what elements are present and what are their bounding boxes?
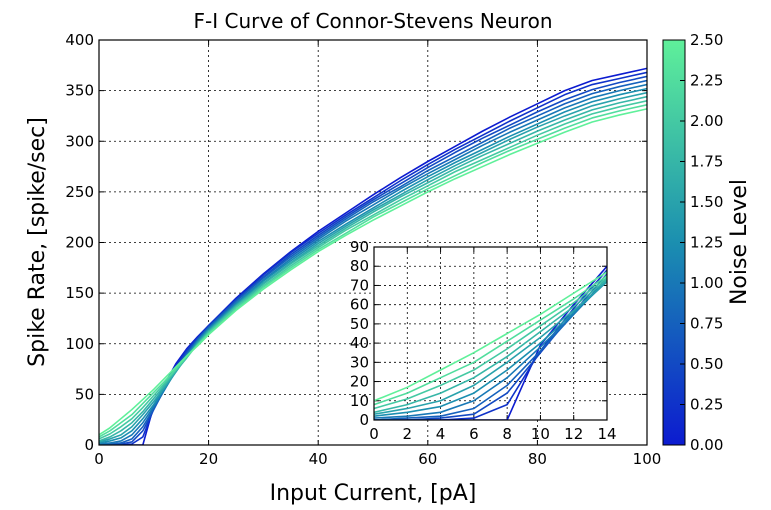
inset-y-tick-label: 50 [350, 315, 369, 333]
main-series-line [99, 108, 647, 436]
inset-x-tick-label: 8 [502, 425, 512, 443]
main-series-line [99, 67, 647, 445]
inset-x-tick-label: 0 [369, 425, 379, 443]
inset-x-tick-label: 10 [531, 425, 550, 443]
colorbar-tick-label: 0.50 [690, 355, 723, 373]
inset-y-tick-label: 70 [350, 276, 369, 294]
main-frame [98, 39, 648, 446]
inset-series-line [374, 278, 607, 414]
main-x-tick-label: 80 [528, 450, 547, 468]
inset-y-tick-label: 10 [350, 392, 369, 410]
x-axis-label: Input Current, [pA] [270, 481, 477, 506]
main-y-tick-label: 350 [65, 82, 94, 100]
colorbar-tick-label: 1.00 [690, 274, 723, 292]
inset-x-tick-label: 4 [436, 425, 446, 443]
inset-y-tick-label: 80 [350, 257, 369, 275]
inset-y-tick-label: 60 [350, 296, 369, 314]
main-x-tick-label: 0 [94, 450, 104, 468]
colorbar-tick-label: 1.25 [690, 234, 723, 252]
main-series-line [99, 95, 647, 442]
main-y-tick-label: 100 [65, 335, 94, 353]
inset-series-line [374, 276, 607, 410]
main-y-tick-label: 400 [65, 31, 94, 49]
inset-y-tick-label: 0 [359, 411, 369, 429]
main-series-line [99, 104, 647, 438]
inset-series-line [374, 274, 607, 406]
inset-series-group [374, 265, 607, 420]
inset-y-tick-label: 40 [350, 334, 369, 352]
inset-series-line [374, 278, 607, 419]
main-series-line [99, 83, 647, 445]
inset-series-line [374, 265, 607, 420]
y-axis-label: Spike Rate, [spike/sec] [25, 117, 50, 367]
main-series-group [99, 67, 647, 445]
inset-series-line [374, 280, 607, 416]
colorbar-tick-label: 1.50 [690, 193, 723, 211]
inset-x-tick-label: 6 [469, 425, 479, 443]
colorbar-tick-label: 0.25 [690, 396, 723, 414]
colorbar-tick-label: 2.50 [690, 31, 723, 49]
main-series-line [99, 79, 647, 445]
main-y-tick-label: 50 [75, 385, 94, 403]
main-series-line [99, 91, 647, 443]
inset-series-line [374, 280, 607, 417]
inset-x-tick-label: 14 [597, 425, 616, 443]
colorbar-tick-label: 1.75 [690, 153, 723, 171]
inset-x-tick-label: 2 [403, 425, 413, 443]
colorbar-tick-label: 0.00 [690, 436, 723, 454]
inset-background [374, 247, 607, 420]
main-series-line [99, 71, 647, 445]
main-series-line [99, 75, 647, 445]
main-y-tick-label: 0 [84, 436, 94, 454]
main-y-tick-label: 200 [65, 234, 94, 252]
colorbar-tick-label: 0.75 [690, 315, 723, 333]
inset-series-line [374, 268, 607, 420]
colorbar: 0.00 0.25 0.50 0.75 1.00 1.25 1.50 1.75 2.00 2.25… [662, 31, 723, 454]
main-x-tick-label: 20 [199, 450, 218, 468]
main-y-tick-label: 300 [65, 132, 94, 150]
inset-y-tick-label: 30 [350, 353, 369, 371]
main-x-tick-label: 60 [418, 450, 437, 468]
inset-y-tick-label: 20 [350, 373, 369, 391]
main-y-tick-label: 250 [65, 183, 94, 201]
inset-series-line [374, 271, 607, 402]
main-y-tick-label: 150 [65, 284, 94, 302]
colorbar-label: Noise Level [727, 179, 752, 305]
inset-frame [373, 246, 608, 421]
chart-title: F-I Curve of Connor-Stevens Neuron [194, 9, 553, 33]
main-x-tick-label: 100 [633, 450, 662, 468]
colorbar-tick-label: 2.25 [690, 72, 723, 90]
main-series-line [99, 99, 647, 440]
inset-x-tick-label: 12 [564, 425, 583, 443]
main-x-tick-label: 40 [309, 450, 328, 468]
colorbar-tick-label: 2.00 [690, 112, 723, 130]
inset-y-tick-label: 90 [350, 238, 369, 256]
main-series-line [99, 87, 647, 444]
inset-series-line [374, 276, 607, 420]
inset-series-line [374, 272, 607, 420]
